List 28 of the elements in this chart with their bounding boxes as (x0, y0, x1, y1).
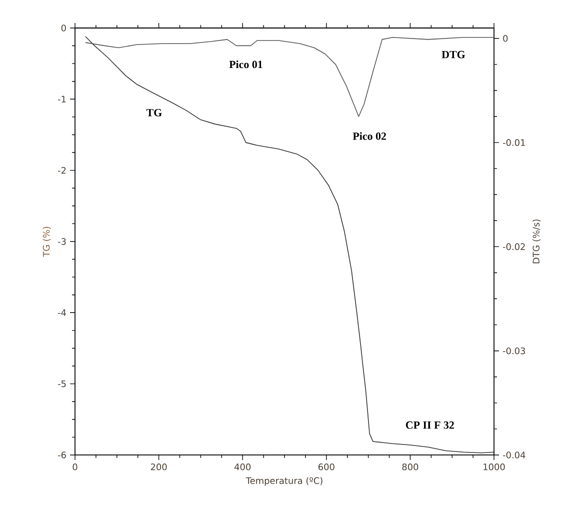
line-series (85, 36, 494, 117)
annotation: Pico 01 (229, 60, 262, 68)
y-tick-label: -1 (58, 96, 66, 102)
y-tick-label: -3 (58, 238, 66, 245)
x-tick-label: 200 (150, 464, 167, 470)
x-tick-label: 600 (318, 464, 334, 470)
series-label: DTG (442, 50, 466, 58)
y-tick-label: -5 (58, 380, 66, 388)
line-series (85, 36, 494, 454)
y2-tick-label: -0.01 (502, 139, 525, 146)
annotation: CP II F 32 (406, 421, 454, 429)
series-label: TG (146, 108, 162, 116)
y2-tick-label: -0.02 (502, 243, 525, 250)
annotation: Pico 02 (352, 132, 386, 140)
y-tick-label: 0 (61, 24, 66, 32)
y-tick-label: -6 (58, 452, 66, 458)
y2-tick-label: -0.04 (502, 452, 526, 458)
x-tick-label: 1000 (484, 464, 505, 470)
x-axis-title: Temperatura (ºC) (246, 477, 322, 486)
y-axis-title: TG (%) (42, 226, 51, 257)
x-tick-label: 800 (402, 464, 418, 470)
y-tick-label: -2 (58, 166, 66, 174)
x-tick-label: 0 (72, 464, 78, 470)
y2-tick-label: 0 (503, 35, 508, 42)
y2-axis-title: DTG (%/s) (532, 220, 541, 264)
y-tick-label: -4 (58, 309, 66, 316)
x-tick-label: 400 (234, 464, 251, 470)
y2-tick-label: -0.03 (502, 347, 526, 354)
